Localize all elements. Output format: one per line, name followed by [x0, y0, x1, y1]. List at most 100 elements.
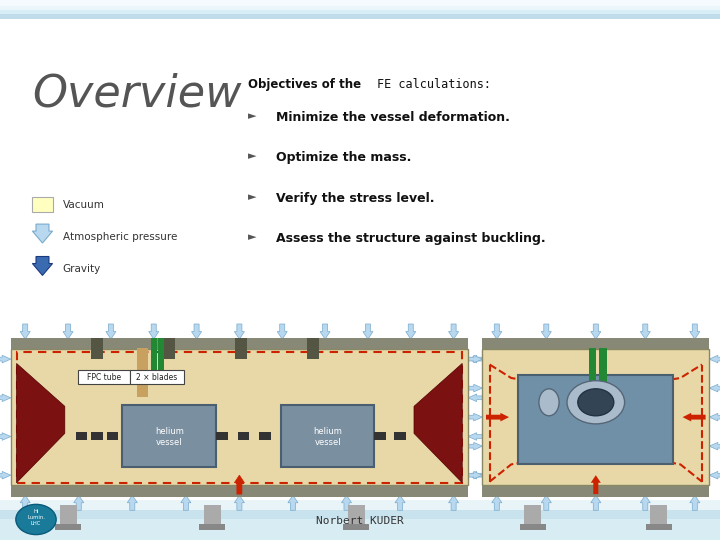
- FancyBboxPatch shape: [32, 197, 53, 212]
- FancyBboxPatch shape: [0, 510, 720, 540]
- FancyArrow shape: [640, 495, 650, 510]
- FancyBboxPatch shape: [374, 432, 386, 441]
- FancyBboxPatch shape: [524, 505, 541, 526]
- FancyArrow shape: [709, 471, 720, 479]
- FancyArrow shape: [73, 495, 84, 510]
- FancyArrow shape: [590, 475, 601, 494]
- FancyBboxPatch shape: [482, 349, 709, 485]
- FancyBboxPatch shape: [91, 338, 103, 359]
- FancyBboxPatch shape: [11, 338, 468, 349]
- FancyBboxPatch shape: [0, 0, 720, 16]
- Circle shape: [577, 389, 613, 416]
- FancyArrow shape: [468, 433, 486, 440]
- FancyArrow shape: [468, 355, 486, 363]
- FancyBboxPatch shape: [599, 348, 606, 386]
- Text: ►: ►: [248, 111, 257, 121]
- Text: Overview: Overview: [32, 73, 242, 116]
- FancyArrow shape: [32, 224, 53, 243]
- FancyArrow shape: [449, 324, 459, 339]
- FancyArrow shape: [148, 324, 158, 339]
- Text: ►: ►: [248, 192, 257, 202]
- FancyArrow shape: [0, 394, 11, 402]
- FancyBboxPatch shape: [130, 370, 184, 384]
- FancyArrow shape: [277, 324, 287, 339]
- FancyBboxPatch shape: [589, 348, 596, 386]
- FancyArrow shape: [709, 355, 720, 363]
- FancyBboxPatch shape: [395, 432, 406, 441]
- Text: Verify the stress level.: Verify the stress level.: [276, 192, 434, 205]
- Polygon shape: [17, 363, 65, 483]
- FancyBboxPatch shape: [107, 432, 118, 441]
- FancyArrow shape: [492, 324, 502, 339]
- Text: Assess the structure against buckling.: Assess the structure against buckling.: [276, 232, 545, 245]
- FancyArrow shape: [63, 324, 73, 339]
- Polygon shape: [414, 363, 462, 483]
- FancyArrow shape: [464, 355, 482, 363]
- Text: ►: ►: [248, 232, 257, 242]
- FancyArrow shape: [709, 414, 720, 421]
- FancyBboxPatch shape: [520, 524, 546, 530]
- FancyBboxPatch shape: [78, 370, 130, 384]
- FancyArrow shape: [20, 495, 30, 510]
- FancyBboxPatch shape: [307, 338, 319, 359]
- FancyArrow shape: [683, 413, 706, 421]
- FancyArrow shape: [468, 471, 486, 479]
- FancyBboxPatch shape: [137, 348, 148, 397]
- FancyBboxPatch shape: [281, 405, 374, 467]
- Text: 2 × blades: 2 × blades: [136, 373, 178, 382]
- FancyArrow shape: [406, 324, 416, 339]
- FancyArrow shape: [541, 324, 552, 339]
- Text: Hi
Lumin.
LHC: Hi Lumin. LHC: [27, 509, 45, 525]
- FancyBboxPatch shape: [151, 338, 157, 375]
- FancyBboxPatch shape: [482, 338, 709, 349]
- FancyBboxPatch shape: [0, 0, 720, 8]
- FancyArrow shape: [395, 495, 405, 510]
- FancyBboxPatch shape: [238, 432, 249, 441]
- Text: helium: helium: [313, 427, 342, 436]
- FancyArrow shape: [492, 495, 502, 510]
- FancyArrow shape: [541, 495, 552, 510]
- FancyArrow shape: [449, 495, 459, 510]
- FancyArrow shape: [464, 414, 482, 421]
- FancyArrow shape: [106, 324, 116, 339]
- FancyBboxPatch shape: [0, 500, 720, 510]
- Text: Gravity: Gravity: [63, 265, 101, 274]
- FancyArrow shape: [32, 256, 53, 275]
- FancyBboxPatch shape: [122, 405, 216, 467]
- FancyBboxPatch shape: [0, 500, 720, 540]
- FancyArrow shape: [235, 495, 245, 510]
- FancyBboxPatch shape: [199, 524, 225, 530]
- FancyArrow shape: [0, 355, 11, 363]
- FancyArrow shape: [0, 433, 11, 440]
- FancyBboxPatch shape: [348, 505, 365, 526]
- Text: Norbert KUDER: Norbert KUDER: [316, 516, 404, 526]
- FancyArrow shape: [363, 324, 373, 339]
- Text: Optimize the mass.: Optimize the mass.: [276, 151, 411, 164]
- FancyBboxPatch shape: [60, 505, 77, 526]
- FancyArrow shape: [464, 471, 482, 479]
- FancyArrow shape: [464, 384, 482, 392]
- FancyArrow shape: [709, 384, 720, 392]
- Text: FE calculations:: FE calculations:: [377, 78, 490, 91]
- FancyArrow shape: [288, 495, 298, 510]
- Text: vessel: vessel: [315, 438, 341, 447]
- FancyBboxPatch shape: [0, 0, 720, 14]
- Circle shape: [16, 504, 56, 535]
- FancyBboxPatch shape: [343, 524, 369, 530]
- FancyArrow shape: [591, 495, 601, 510]
- Text: FPC tube: FPC tube: [86, 373, 121, 382]
- FancyBboxPatch shape: [158, 338, 164, 375]
- FancyArrow shape: [127, 495, 138, 510]
- FancyBboxPatch shape: [235, 338, 247, 359]
- FancyArrow shape: [192, 324, 202, 339]
- FancyArrow shape: [468, 394, 486, 402]
- Ellipse shape: [539, 389, 559, 416]
- FancyArrow shape: [640, 324, 650, 339]
- FancyBboxPatch shape: [0, 0, 720, 6]
- Circle shape: [567, 381, 624, 424]
- FancyBboxPatch shape: [0, 0, 720, 10]
- FancyBboxPatch shape: [0, 519, 720, 540]
- Text: helium: helium: [155, 427, 184, 436]
- FancyBboxPatch shape: [204, 505, 221, 526]
- FancyBboxPatch shape: [216, 432, 228, 441]
